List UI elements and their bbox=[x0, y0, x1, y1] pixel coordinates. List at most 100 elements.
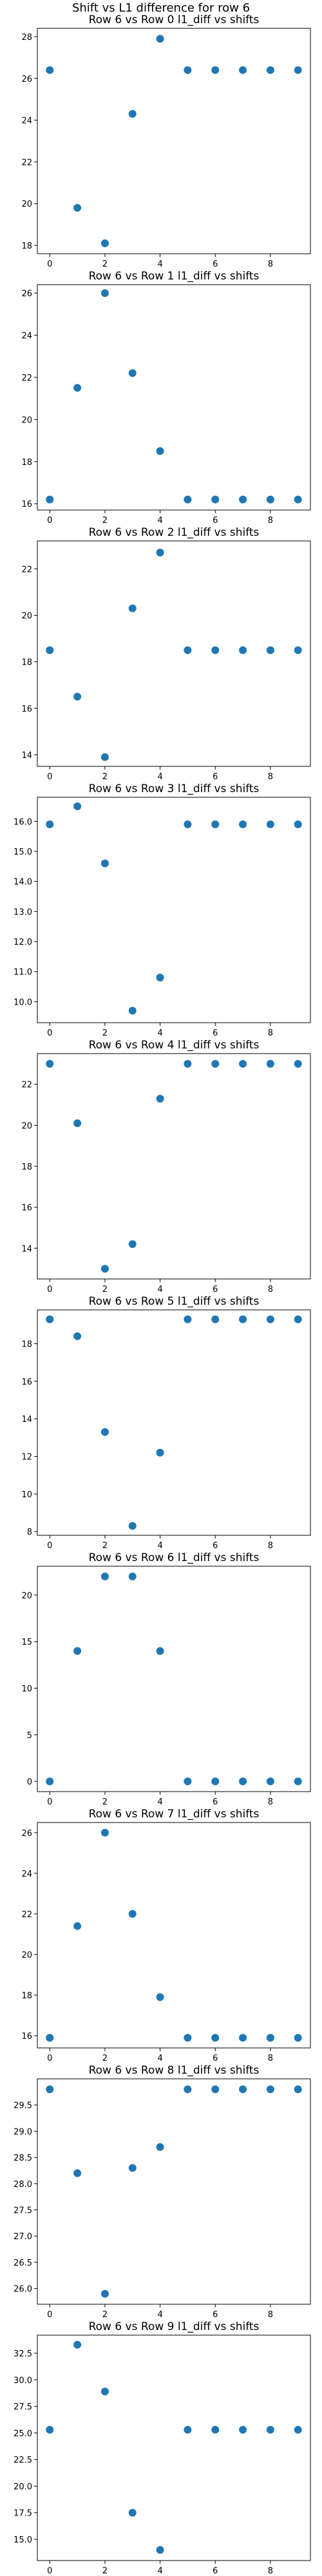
data-point bbox=[128, 604, 137, 612]
y-tick-label: 20 bbox=[21, 1591, 32, 1601]
y-tick-label: 18 bbox=[21, 658, 32, 668]
y-tick-label: 20.0 bbox=[14, 2482, 32, 2492]
data-point bbox=[156, 974, 164, 981]
y-tick-label: 22 bbox=[21, 1081, 32, 1090]
data-point bbox=[239, 1059, 247, 1068]
y-tick-label: 26 bbox=[21, 75, 32, 84]
data-point bbox=[156, 549, 164, 557]
data-point bbox=[184, 1059, 192, 1068]
y-tick-label: 22 bbox=[21, 158, 32, 167]
x-tick-label: 6 bbox=[213, 2054, 218, 2063]
data-point bbox=[128, 1572, 137, 1580]
y-tick-label: 26.0 bbox=[14, 2285, 32, 2295]
data-point bbox=[266, 646, 274, 654]
data-point bbox=[128, 1240, 137, 1248]
data-point bbox=[156, 1993, 164, 2002]
data-point bbox=[294, 820, 302, 828]
x-tick-label: 0 bbox=[47, 2310, 52, 2320]
x-tick-label: 0 bbox=[47, 1797, 52, 1807]
y-tick-label: 22 bbox=[21, 1910, 32, 1920]
x-tick-label: 0 bbox=[47, 2566, 52, 2576]
subplot-title: Row 6 vs Row 5 l1_diff vs shifts bbox=[89, 1295, 260, 1308]
data-point bbox=[156, 2143, 164, 2151]
data-point bbox=[128, 1007, 137, 1015]
data-point bbox=[294, 1777, 302, 1786]
data-point bbox=[46, 2425, 54, 2434]
x-tick-label: 8 bbox=[268, 1797, 273, 1807]
subplot-title: Row 6 vs Row 1 l1_diff vs shifts bbox=[89, 270, 260, 283]
y-tick-label: 8 bbox=[27, 1528, 32, 1537]
x-tick-label: 4 bbox=[157, 2566, 162, 2576]
y-tick-label: 10 bbox=[21, 1490, 32, 1500]
data-point bbox=[73, 1922, 82, 1930]
x-tick-label: 6 bbox=[213, 772, 218, 782]
x-tick-label: 2 bbox=[102, 1285, 108, 1294]
data-point bbox=[156, 447, 164, 455]
y-tick-label: 16 bbox=[21, 1378, 32, 1387]
x-tick-label: 8 bbox=[268, 2566, 273, 2576]
data-point bbox=[128, 2164, 137, 2172]
y-tick-label: 32.5 bbox=[14, 2349, 32, 2359]
x-tick-label: 4 bbox=[157, 772, 162, 782]
data-point bbox=[46, 820, 54, 828]
data-point bbox=[73, 2340, 82, 2349]
data-point bbox=[294, 66, 302, 74]
y-tick-label: 12 bbox=[21, 1453, 32, 1463]
x-tick-label: 4 bbox=[157, 1285, 162, 1294]
y-tick-label: 16.0 bbox=[14, 817, 32, 827]
data-point bbox=[239, 2425, 247, 2434]
data-point bbox=[184, 646, 192, 654]
y-tick-label: 13.0 bbox=[14, 907, 32, 917]
y-tick-label: 5 bbox=[27, 1731, 32, 1741]
x-tick-label: 4 bbox=[157, 1797, 162, 1807]
data-point bbox=[266, 66, 274, 74]
data-point bbox=[294, 495, 302, 504]
subplot-title: Row 6 vs Row 2 l1_diff vs shifts bbox=[89, 526, 260, 539]
data-point bbox=[156, 2546, 164, 2554]
x-tick-label: 2 bbox=[102, 772, 108, 782]
figure-title: Shift vs L1 difference for row 6 bbox=[71, 1, 251, 15]
y-tick-label: 16 bbox=[21, 1204, 32, 1213]
data-point bbox=[239, 1777, 247, 1786]
x-tick-label: 4 bbox=[157, 260, 162, 269]
data-point bbox=[46, 66, 54, 74]
y-tick-label: 28.5 bbox=[14, 2154, 32, 2163]
subplot-title: Row 6 vs Row 0 l1_diff vs shifts bbox=[89, 14, 260, 26]
data-point bbox=[294, 646, 302, 654]
data-point bbox=[266, 495, 274, 504]
axes-frame bbox=[37, 28, 311, 254]
x-tick-label: 2 bbox=[102, 1797, 108, 1807]
data-point bbox=[211, 2425, 220, 2434]
x-tick-label: 2 bbox=[102, 1541, 108, 1551]
y-tick-label: 15.0 bbox=[14, 2535, 32, 2545]
data-point bbox=[73, 1332, 82, 1340]
data-point bbox=[156, 35, 164, 43]
y-tick-label: 22.5 bbox=[14, 2456, 32, 2465]
y-tick-label: 15 bbox=[21, 1638, 32, 1647]
y-tick-label: 20 bbox=[21, 1951, 32, 1960]
y-tick-label: 14 bbox=[21, 1415, 32, 1425]
x-tick-label: 2 bbox=[102, 2566, 108, 2576]
y-tick-label: 16 bbox=[21, 705, 32, 714]
data-point bbox=[266, 2034, 274, 2042]
y-tick-label: 10.0 bbox=[14, 998, 32, 1007]
x-tick-label: 6 bbox=[213, 2566, 218, 2576]
data-point bbox=[239, 2034, 247, 2042]
data-point bbox=[156, 1647, 164, 1655]
data-point bbox=[184, 495, 192, 504]
data-point bbox=[46, 1777, 54, 1786]
data-point bbox=[46, 495, 54, 504]
y-tick-label: 25.0 bbox=[14, 2429, 32, 2439]
subplot-title: Row 6 vs Row 9 l1_diff vs shifts bbox=[89, 2320, 260, 2333]
x-tick-label: 0 bbox=[47, 1028, 52, 1038]
data-point bbox=[266, 1059, 274, 1068]
data-point bbox=[46, 1315, 54, 1323]
y-tick-label: 26.5 bbox=[14, 2259, 32, 2268]
axes-frame bbox=[37, 1053, 311, 1280]
y-tick-label: 26 bbox=[21, 289, 32, 299]
data-point bbox=[239, 646, 247, 654]
axes-frame bbox=[37, 2334, 311, 2561]
x-tick-label: 2 bbox=[102, 2310, 108, 2320]
data-point bbox=[100, 1265, 109, 1273]
data-point bbox=[46, 2085, 54, 2094]
